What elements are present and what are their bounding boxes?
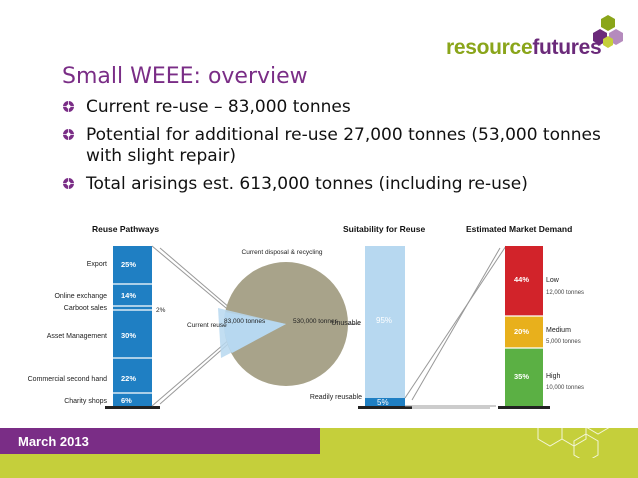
- footer-date: March 2013: [18, 434, 89, 449]
- slide-title: Small WEEE: overview: [62, 64, 308, 89]
- bullet-item: Total arisings est. 613,000 tonnes (incl…: [62, 174, 602, 195]
- bullet-item: Current re-use – 83,000 tonnes: [62, 97, 602, 118]
- demand-segment-high: [505, 348, 543, 406]
- demand-segment-medium: [505, 316, 543, 348]
- bullet-text: Current re-use – 83,000 tonnes: [86, 97, 351, 117]
- demand-pct: 20%: [514, 327, 529, 336]
- demand-level: High: [546, 373, 561, 380]
- suitability-unusable-segment: [365, 246, 405, 398]
- pie-reuse-label: Current reuse: [187, 322, 227, 329]
- flower-bullet-icon: [63, 101, 74, 112]
- demand-tonnes: 5,000 tonnes: [546, 339, 581, 345]
- demand-level: Medium: [546, 327, 571, 334]
- pathway-label: Online exchange: [54, 293, 107, 300]
- demand-pct: 35%: [514, 372, 529, 381]
- pathway-value: 6%: [121, 396, 132, 405]
- demand-level: Low: [546, 277, 560, 284]
- demand-segment-low: [505, 246, 543, 316]
- pathway-value: 25%: [121, 260, 136, 269]
- resourcefutures-logo: resourcefutures: [446, 14, 626, 64]
- bullet-text: Potential for additional re-use 27,000 t…: [86, 125, 601, 166]
- suitability-reusable-segment: [365, 398, 405, 406]
- pie-reuse-value: 83,000 tonnes: [224, 318, 266, 325]
- pathway-value-outside: 2%: [156, 307, 166, 314]
- connector-lines-3: [404, 245, 507, 409]
- flower-bullet-icon: [63, 178, 74, 189]
- footer-date-bar: [0, 428, 320, 454]
- pathway-label: Export: [87, 261, 107, 268]
- bullet-item: Potential for additional re-use 27,000 t…: [62, 125, 602, 167]
- market-demand-heading: Estimated Market Demand: [466, 224, 572, 234]
- pathway-value: 30%: [121, 331, 136, 340]
- pathway-label: Commercial second hand: [28, 376, 107, 383]
- reuse-pie: [218, 262, 348, 386]
- suitability-reusable-label: Readily reusable: [310, 394, 362, 401]
- demand-tonnes: 12,000 tonnes: [546, 290, 584, 296]
- footer-bottom-band: [0, 454, 638, 478]
- hexagon-watermark-icon: [537, 398, 613, 458]
- suitability-unusable-label: Unusable: [331, 320, 361, 327]
- reuse-pathways-bar: [105, 246, 160, 409]
- suitability-unusable-value: 95%: [376, 316, 392, 325]
- market-demand-bar: [498, 246, 550, 409]
- pie-disposal-value: 530,000 tonnes: [293, 318, 339, 325]
- logo-wordmark: resourcefutures: [446, 36, 602, 59]
- pathway-label: Asset Management: [47, 333, 107, 340]
- pie-disposal-label: Current disposal & recycling: [242, 249, 323, 256]
- pathway-label: Charity shops: [64, 398, 107, 405]
- pathway-label: Carboot sales: [64, 305, 108, 312]
- reuse-pathways-heading: Reuse Pathways: [92, 224, 159, 234]
- pathway-value: 22%: [121, 374, 136, 383]
- hexagon-cluster-icon: [593, 15, 623, 48]
- bullet-text: Total arisings est. 613,000 tonnes (incl…: [86, 174, 528, 194]
- suitability-bar: [358, 246, 412, 409]
- flower-bullet-icon: [63, 129, 74, 140]
- weee-flow-diagram: Reuse Pathways Suitability for Reuse Est…: [28, 224, 584, 409]
- demand-tonnes: 10,000 tonnes: [546, 385, 584, 391]
- pathway-value: 14%: [121, 291, 136, 300]
- bullet-list: Current re-use – 83,000 tonnes Potential…: [62, 97, 602, 202]
- demand-pct: 44%: [514, 275, 529, 284]
- suitability-heading: Suitability for Reuse: [343, 224, 425, 234]
- suitability-reusable-value: 5%: [377, 398, 389, 407]
